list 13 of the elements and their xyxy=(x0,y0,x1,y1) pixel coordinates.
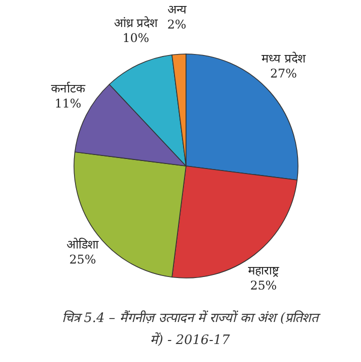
data-label: 10% xyxy=(122,30,150,45)
data-label: 2% xyxy=(167,17,186,32)
data-label: 27% xyxy=(270,66,297,80)
slice-label: मध्य प्रदेश xyxy=(262,51,306,66)
text: चित्र 5.4 – मैंगनीज़ उत्पादन में राज्यों का अंश (प्रतिशत में) - 2016-17 xyxy=(60,309,320,350)
data-label: 25% xyxy=(69,252,96,266)
data-label: 11% xyxy=(54,96,82,111)
slice-label: अन्य xyxy=(167,2,188,16)
slice-label: आंध्र प्रदेश xyxy=(114,16,159,30)
slice-label: कर्नाटक xyxy=(50,82,86,96)
data-label: 25% xyxy=(250,278,277,292)
slice-label: ओडिशा xyxy=(66,237,100,252)
slice-label: महाराष्ट्र xyxy=(248,263,280,278)
